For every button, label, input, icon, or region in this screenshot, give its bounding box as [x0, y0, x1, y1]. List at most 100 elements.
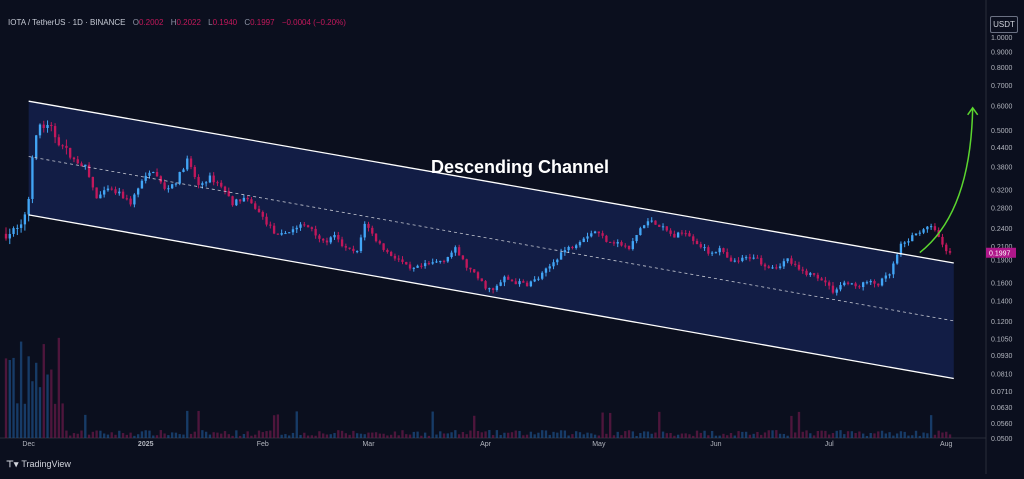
volume-bar [824, 430, 827, 438]
candle-body [76, 159, 79, 164]
candle-body [491, 288, 495, 290]
x-tick-label: Dec [22, 441, 35, 448]
volume-bar [590, 433, 593, 438]
volume-bar [114, 434, 117, 438]
channel-annotation[interactable]: Descending Channel [431, 157, 609, 177]
volume-bar [189, 433, 193, 438]
volume-bar [238, 435, 242, 438]
volume-bar [888, 432, 891, 438]
volume-bar [431, 411, 434, 438]
candle-body [197, 176, 200, 185]
candle-body [12, 228, 15, 234]
volume-bar [276, 414, 280, 438]
candle-body [31, 157, 34, 199]
candle-body [446, 257, 449, 262]
y-tick-label: 0.0500 [991, 436, 1013, 443]
volume-bar [726, 435, 729, 438]
candle-body [46, 124, 49, 129]
y-tick-label: 0.6000 [991, 104, 1013, 111]
candle-body [480, 278, 483, 282]
candle-body [178, 171, 181, 184]
candle-body [125, 198, 129, 200]
volume-bar [480, 432, 483, 438]
volume-bar [948, 434, 952, 438]
channel-upper-line[interactable] [28, 100, 954, 264]
volume-bar [386, 435, 389, 438]
candle-body [748, 257, 752, 259]
candle-body [265, 216, 268, 225]
y-tick-label: 0.7000 [991, 83, 1013, 90]
volume-bar [627, 430, 631, 438]
candle-body [861, 282, 865, 288]
y-tick-label: 0.0930 [991, 353, 1013, 360]
candle-body [525, 282, 529, 287]
candle-body [254, 203, 257, 209]
volume-bar [129, 432, 132, 438]
candle-body [514, 281, 517, 285]
volume-bar [778, 433, 782, 438]
candle-body [771, 267, 774, 269]
tradingview-logo[interactable]: ⊤▾ TradingView [6, 459, 71, 470]
candle-body [167, 188, 170, 190]
candle-body [699, 244, 702, 248]
candle-body [129, 198, 132, 205]
candle-body [329, 237, 332, 243]
volume-bar [423, 432, 427, 438]
volume-bar [616, 431, 619, 438]
volume-bar [722, 433, 725, 438]
x-tick-label: May [592, 441, 606, 448]
channel-layer[interactable] [28, 100, 979, 380]
volume-bar [42, 344, 45, 438]
volume-bar [314, 435, 317, 438]
candle-body [27, 198, 30, 215]
volume-bar [899, 431, 903, 438]
projection-arrow-head [967, 106, 979, 116]
volume-bar [306, 435, 310, 438]
candle-body [907, 241, 910, 243]
candle-body [352, 248, 355, 252]
volume-bar [578, 432, 582, 438]
candle-body [794, 263, 797, 265]
candle-body [714, 252, 718, 254]
candle-body [495, 285, 499, 290]
volume-bar [363, 434, 366, 438]
candle-body [661, 226, 665, 228]
volume-bar [340, 430, 344, 438]
volume-bar [786, 435, 789, 438]
currency-button[interactable]: USDT [990, 16, 1018, 33]
volume-bar [756, 431, 759, 438]
candle-body [586, 236, 589, 239]
volume-bar [665, 433, 668, 438]
volume-bar [571, 434, 574, 438]
volume-bar [367, 432, 370, 438]
candle-body [318, 235, 321, 239]
volume-bar [163, 433, 166, 438]
volume-bar [642, 431, 646, 438]
volume-bar [903, 431, 906, 438]
volume-bar [775, 430, 778, 438]
volume-bar [118, 430, 121, 438]
volume-bar [843, 434, 846, 438]
volume-bar [563, 430, 567, 438]
x-tick-label: 2025 [138, 441, 154, 448]
volume-bar [631, 431, 634, 438]
candle-body [858, 286, 861, 288]
candle-body [767, 266, 770, 268]
volume-bar [861, 433, 865, 438]
volume-bar [877, 431, 880, 438]
candle-body [182, 169, 185, 172]
volume-bar [288, 435, 291, 438]
volume-bar [167, 435, 170, 438]
channel-middle-line[interactable] [28, 156, 954, 322]
projection-arrow[interactable] [919, 107, 974, 254]
channel-lower-line[interactable] [28, 214, 954, 380]
symbol-legend[interactable]: IOTA / TetherUS · 1D · BINANCE O0.2002 H… [8, 18, 346, 27]
volume-bar [186, 410, 189, 438]
volume-bar [744, 431, 748, 438]
candle-body [839, 285, 842, 290]
y-tick-label: 0.8000 [991, 65, 1013, 72]
volume-bar [201, 430, 204, 438]
candle-body [676, 232, 680, 238]
